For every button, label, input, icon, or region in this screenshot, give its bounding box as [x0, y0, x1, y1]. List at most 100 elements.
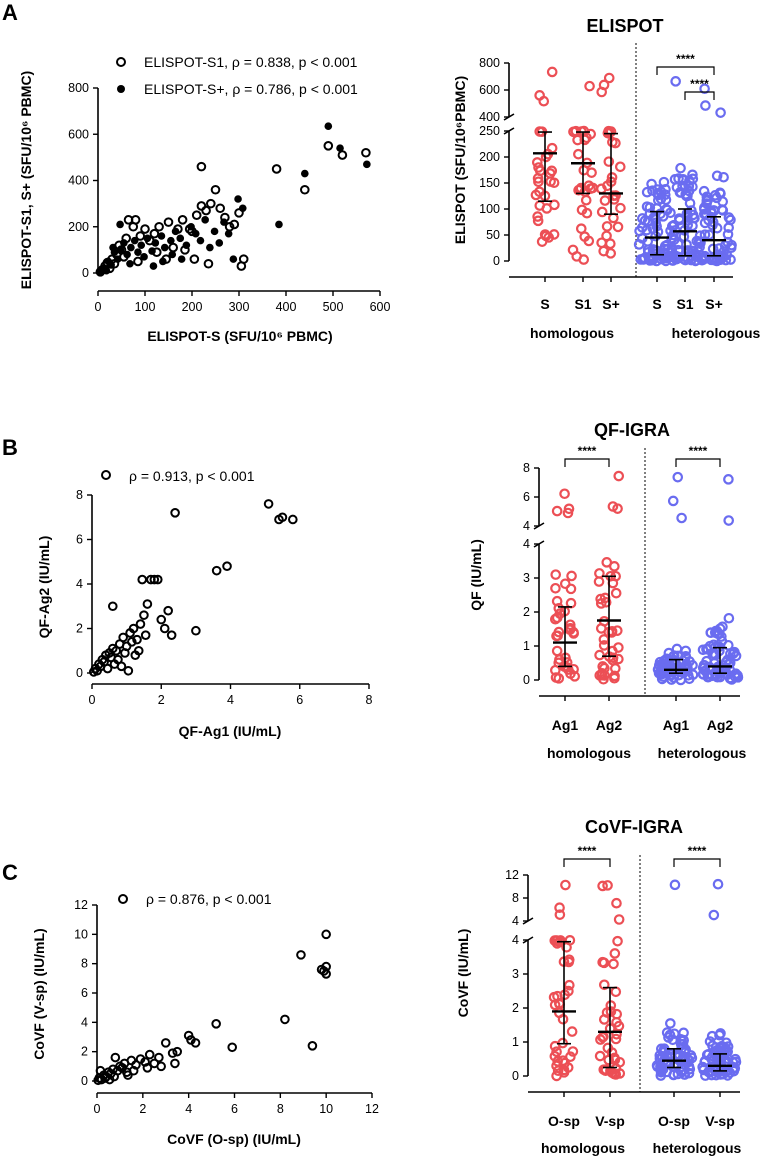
data-dot: [637, 213, 648, 224]
y-tick-label: 400: [68, 174, 89, 188]
data-dot: [543, 232, 555, 243]
y-tick-label: 8: [81, 957, 88, 971]
y-tick-label: 400: [479, 110, 500, 124]
data-point: [196, 236, 205, 245]
data-dot: [666, 243, 678, 254]
y-tick-label: 2: [76, 622, 83, 636]
data-point: [133, 256, 143, 267]
a-elispot-title: ELISPOT: [586, 16, 663, 36]
category-label: S1: [676, 296, 693, 312]
data-point: [110, 1052, 121, 1063]
data-dot: [569, 671, 581, 682]
data-dot: [550, 569, 562, 580]
data-dot: [615, 202, 626, 214]
data-dot: [729, 646, 740, 658]
data-dot: [576, 204, 588, 216]
x-tick-label: 4: [227, 693, 234, 707]
data-dot: [609, 948, 621, 959]
data-point: [116, 246, 125, 254]
data-point: [130, 215, 141, 225]
data-point: [172, 1046, 183, 1057]
data-point: [154, 1052, 164, 1063]
category-label: Ag1: [663, 717, 690, 733]
panel-letter-b: B: [2, 435, 18, 460]
data-point: [133, 645, 144, 656]
data-dot: [723, 639, 734, 651]
data-point: [191, 625, 201, 636]
data-point: [123, 250, 131, 259]
data-point: [135, 619, 146, 629]
data-dot: [701, 191, 713, 203]
y-tick-label: 4: [76, 577, 83, 591]
data-point: [234, 195, 242, 203]
data-dot: [706, 1030, 718, 1042]
data-dot: [665, 207, 676, 219]
data-point: [163, 605, 173, 616]
data-dot: [675, 162, 686, 174]
significance-bracket: [564, 458, 610, 467]
data-dot: [656, 1043, 667, 1055]
data-dot: [552, 1065, 564, 1077]
data-dot: [684, 673, 695, 685]
data-point: [143, 234, 152, 243]
data-point: [126, 259, 134, 268]
category-label: S+: [705, 296, 723, 312]
data-point: [201, 216, 209, 224]
x-tick-label: 8: [366, 693, 373, 707]
y-tick-label: 8: [523, 461, 530, 475]
data-dot: [546, 66, 558, 78]
y-tick-label: 0: [81, 1074, 88, 1088]
data-dot: [701, 198, 712, 209]
data-dot: [566, 1026, 578, 1037]
a-elispot-y-label: ELISPOT (SFU/10⁶PBMC): [452, 76, 468, 244]
c-scatter-x-label: CoVF (O-sp) (IU/mL): [167, 1131, 301, 1147]
data-dot: [608, 190, 619, 201]
data-point: [191, 229, 200, 238]
group-label: heterologous: [658, 745, 747, 761]
data-point: [160, 243, 169, 252]
data-point: [191, 210, 202, 220]
data-dot: [603, 1054, 615, 1066]
data-point: [215, 203, 225, 214]
category-label: Ag1: [552, 717, 579, 733]
data-point: [123, 665, 134, 676]
data-dot: [612, 503, 623, 514]
data-dot: [645, 254, 657, 266]
data-point: [229, 219, 240, 230]
chart-a-scatter: 0 100 200 300 400 500 600 0 200 400 600 800 ELISPOT…: [18, 54, 390, 344]
data-dot: [596, 86, 608, 98]
x-tick-label: 4: [185, 1102, 192, 1116]
data-point: [157, 232, 166, 240]
data-dot: [708, 909, 720, 921]
data-dot: [559, 488, 570, 500]
y-tick-label: 3: [512, 967, 519, 981]
data-dot: [554, 902, 565, 914]
data-dot: [551, 938, 563, 949]
data-point: [215, 239, 224, 247]
data-point: [140, 630, 151, 640]
data-dot: [681, 658, 692, 670]
data-point: [139, 610, 149, 620]
data-dot: [650, 230, 661, 242]
y-tick-label: 800: [479, 56, 500, 70]
data-dot: [693, 236, 705, 247]
data-dot: [571, 251, 583, 262]
data-dot: [598, 245, 609, 257]
b-scatter-x-label: QF-Ag1 (IU/mL): [179, 723, 282, 739]
data-dot: [608, 958, 619, 970]
data-point: [196, 161, 207, 172]
category-label: O-sp: [548, 1113, 580, 1129]
data-dot: [641, 186, 653, 198]
data-point: [206, 198, 216, 209]
y-tick-label: 250: [479, 124, 500, 138]
legend-open-marker: [116, 57, 126, 67]
y-tick-label: 2: [81, 1045, 88, 1059]
data-dot: [694, 241, 705, 253]
data-dot: [600, 1065, 611, 1077]
data-dot: [697, 254, 708, 265]
data-dot: [698, 669, 709, 680]
data-point: [307, 1041, 318, 1051]
data-point: [113, 255, 122, 263]
data-point: [127, 637, 137, 647]
data-point: [323, 141, 334, 151]
